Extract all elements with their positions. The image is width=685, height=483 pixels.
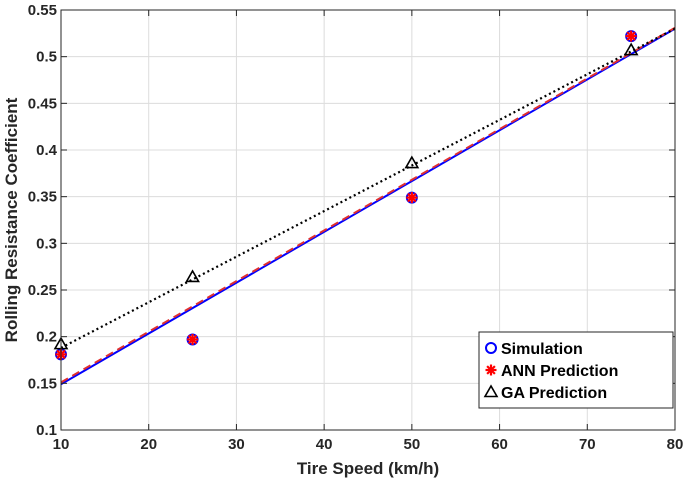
x-tick-label: 70 (579, 436, 596, 453)
axis-ticks: 10 20 30 40 50 60 70 80 0.1 0.15 0.2 0.25 0.3 0.35 0.4… (28, 2, 684, 453)
plot-frame (60, 9, 676, 431)
x-axis-label: Tire Speed (km/h) (297, 459, 439, 478)
y-tick-label: 0.15 (28, 375, 57, 392)
x-tick-label: 20 (140, 436, 157, 453)
y-tick-label: 0.55 (28, 2, 57, 19)
y-axis-label: Rolling Resistance Coefficient (2, 97, 21, 342)
legend-box (478, 331, 674, 409)
data-point-star (625, 30, 637, 42)
x-tick-label: 80 (667, 436, 684, 453)
y-tick-label: 0.4 (36, 142, 58, 159)
legend-label: GA Prediction (501, 385, 607, 402)
legend: Simulation ANN Prediction GA Prediction (478, 331, 674, 409)
legend-marker-triangle (483, 384, 499, 398)
data-point-triangle (404, 155, 420, 169)
y-tick-label: 0.1 (36, 422, 57, 439)
fit-lines (60, 26, 676, 386)
y-tick-label: 0.25 (28, 282, 57, 299)
data-point-star (187, 333, 199, 345)
data-markers (53, 30, 639, 361)
y-tick-label: 0.35 (28, 189, 57, 206)
y-tick-label: 0.45 (28, 95, 57, 112)
data-point-triangle (623, 42, 639, 56)
legend-marker-star (485, 364, 497, 376)
x-tick-label: 40 (316, 436, 333, 453)
data-point-star (406, 192, 418, 204)
legend-label: ANN Prediction (501, 363, 618, 380)
y-tick-label: 0.2 (36, 329, 57, 346)
y-tick-label: 0.5 (36, 49, 57, 66)
legend-label: Simulation (501, 341, 583, 358)
fit-line-star (60, 26, 676, 384)
data-point-triangle (185, 269, 200, 283)
legend-marker-circle (485, 342, 497, 354)
x-tick-label: 10 (53, 436, 70, 453)
fit-line-triangle (60, 27, 676, 349)
x-tick-label: 60 (491, 436, 508, 453)
x-tick-label: 50 (404, 436, 421, 453)
y-tick-label: 0.3 (36, 235, 57, 252)
x-tick-label: 30 (228, 436, 245, 453)
